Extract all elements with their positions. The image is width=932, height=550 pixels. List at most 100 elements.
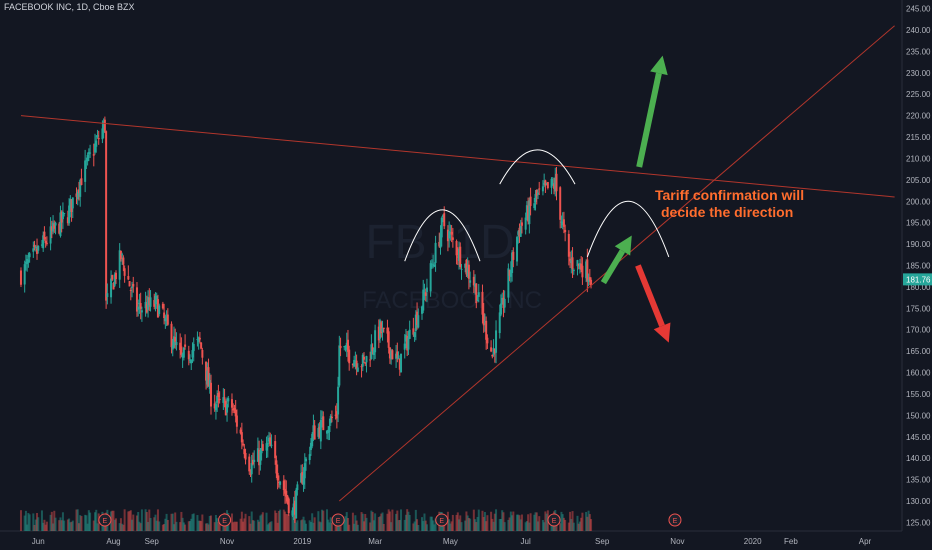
- candle-body: [102, 121, 105, 133]
- candle-body: [365, 356, 368, 363]
- candle-body: [89, 152, 92, 154]
- volume-bar: [517, 514, 520, 531]
- candle-body: [490, 347, 493, 352]
- volume-bar: [240, 511, 243, 531]
- volume-bar: [265, 512, 268, 531]
- candle-body: [94, 143, 97, 153]
- last-price-tag: [903, 273, 932, 286]
- candle-body: [390, 350, 393, 360]
- volume-bar: [239, 518, 242, 531]
- candle-body: [140, 310, 143, 313]
- candle-body: [239, 429, 242, 434]
- candle-body: [337, 386, 340, 415]
- candle-body: [187, 350, 190, 360]
- x-tick-label: May: [443, 537, 458, 546]
- volume-bar: [498, 519, 501, 531]
- candle-body: [163, 312, 166, 319]
- volume-bar: [52, 523, 55, 531]
- candle-body: [370, 344, 373, 359]
- candle-body: [587, 279, 590, 282]
- candle-body: [95, 140, 98, 147]
- candle-body: [205, 361, 208, 381]
- volume-bar: [154, 514, 157, 531]
- candle-body: [226, 404, 229, 413]
- volume-bar: [518, 515, 521, 531]
- candle-body: [87, 152, 90, 155]
- x-tick-label: Sep: [595, 537, 610, 546]
- volume-bar: [400, 509, 403, 531]
- volume-bar: [68, 518, 71, 531]
- candle-body: [553, 184, 556, 189]
- volume-bar: [483, 512, 486, 531]
- volume-bar: [525, 521, 528, 531]
- candle-body: [230, 399, 233, 408]
- volume-bar: [175, 521, 178, 531]
- candle-body: [391, 350, 394, 360]
- candle-body: [511, 252, 514, 274]
- candle-body: [105, 131, 108, 301]
- candle-body: [192, 343, 195, 352]
- candle-body: [414, 314, 417, 332]
- candle-body: [250, 463, 253, 475]
- candle-body: [491, 354, 494, 357]
- volume-bar: [353, 523, 356, 531]
- x-tick-label: 2020: [744, 537, 762, 546]
- candle-body: [69, 199, 72, 208]
- candle-body: [43, 231, 46, 240]
- x-tick-label: Jul: [521, 537, 531, 546]
- candle-body: [361, 354, 364, 367]
- earnings-label: E: [673, 518, 678, 525]
- candle-body: [475, 283, 478, 304]
- volume-bar: [111, 510, 114, 531]
- volume-bar: [259, 515, 262, 531]
- volume-bar: [258, 521, 261, 531]
- candle-body: [191, 350, 194, 358]
- volume-bar: [469, 518, 472, 531]
- candle-body: [386, 327, 389, 334]
- candle-body: [429, 263, 432, 292]
- volume-bar: [132, 514, 135, 531]
- candle-body: [63, 213, 66, 215]
- volume-bar: [205, 523, 208, 531]
- candle-body: [364, 362, 367, 364]
- volume-bar: [398, 519, 401, 531]
- candle-body: [139, 302, 142, 309]
- earnings-label: E: [222, 518, 227, 525]
- candle-body: [441, 215, 444, 217]
- candle-body: [585, 261, 588, 279]
- candle-body: [502, 297, 505, 308]
- volume-bar: [284, 511, 287, 531]
- volume-bar: [37, 517, 40, 531]
- volume-bar: [218, 523, 221, 531]
- volume-bar: [464, 520, 467, 531]
- y-tick-label: 200.00: [906, 197, 931, 206]
- candle-body: [33, 244, 36, 247]
- volume-bar: [477, 509, 480, 531]
- candle-body: [459, 246, 462, 267]
- candle-body: [153, 300, 156, 307]
- candle-body: [84, 160, 87, 182]
- candle-body: [381, 328, 384, 332]
- volume-bar: [97, 513, 100, 531]
- candle-body: [181, 353, 184, 358]
- candle-body: [382, 327, 385, 330]
- candle-body: [440, 217, 443, 238]
- candle-body: [474, 283, 477, 287]
- candle-body: [535, 189, 538, 196]
- volume-bar: [181, 517, 184, 531]
- candle-body: [161, 303, 164, 309]
- candle-body: [110, 278, 113, 298]
- symbol-header: FACEBOOK INC, 1D, Cboe BZX: [4, 2, 135, 12]
- candle-body: [396, 351, 399, 359]
- candle-body: [430, 265, 433, 267]
- candle-body: [28, 253, 31, 258]
- volume-bar: [327, 519, 330, 531]
- volume-bar: [266, 524, 269, 531]
- volume-bar: [189, 521, 192, 531]
- candle-body: [590, 279, 593, 286]
- last-price-label: 181.76: [906, 275, 931, 284]
- earnings-marker: [331, 513, 345, 527]
- volume-bar: [303, 520, 306, 531]
